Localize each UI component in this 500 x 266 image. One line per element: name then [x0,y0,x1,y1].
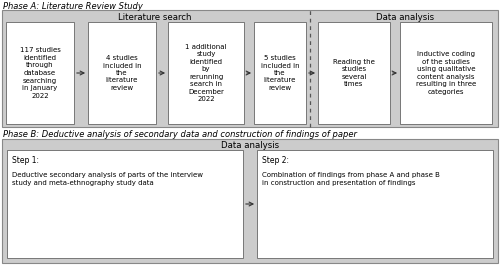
Text: Combination of findings from phase A and phase B
in construction and presentatio: Combination of findings from phase A and… [262,172,440,186]
Bar [400,22,492,124]
Text: Inductive coding
of the studies
using qualitative
content analysis
resulting in : Inductive coding of the studies using qu… [416,51,476,95]
Bar [2,139,498,263]
Bar [6,22,74,124]
Text: Reading the
studies
several
times: Reading the studies several times [333,59,375,87]
Text: Phase A: Literature Review Study: Phase A: Literature Review Study [3,2,143,11]
Text: 1 additional
study
identified
by
rerunning
search in
December
2022: 1 additional study identified by rerunni… [185,44,227,102]
Text: Data analysis: Data analysis [221,141,279,150]
Text: 4 studies
included in
the
literature
review: 4 studies included in the literature rev… [102,55,142,91]
Bar [254,22,306,124]
Text: Step 1:: Step 1: [12,156,39,165]
Text: Step 2:: Step 2: [262,156,289,165]
Bar [168,22,244,124]
Bar [318,22,390,124]
Bar [2,10,498,127]
Text: Phase B: Deductive analysis of secondary data and construction of findings of pa: Phase B: Deductive analysis of secondary… [3,130,357,139]
Text: 117 studies
identified
through
database
searching
in January
2022: 117 studies identified through database … [20,48,60,98]
Text: Deductive secondary analysis of parts of the interview
study and meta-ethnograph: Deductive secondary analysis of parts of… [12,172,203,186]
Bar [257,150,493,258]
Text: 5 studies
included in
the
literature
review: 5 studies included in the literature rev… [260,55,300,91]
Text: Literature search: Literature search [118,13,192,22]
Bar [88,22,156,124]
Text: Data analysis: Data analysis [376,13,434,22]
Bar [7,150,243,258]
